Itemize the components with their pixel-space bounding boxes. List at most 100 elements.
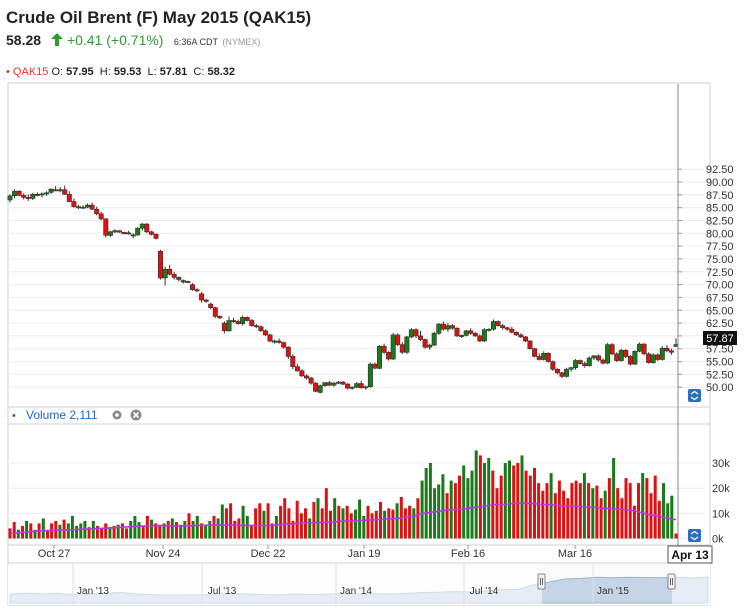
volume-bar — [249, 525, 253, 539]
candle — [445, 323, 451, 332]
date-tick-label: Feb 16 — [451, 548, 485, 560]
candle-body — [85, 204, 91, 208]
candle-body — [459, 335, 465, 337]
volume-bar — [582, 473, 586, 539]
candle — [486, 328, 492, 332]
scroll-price-button[interactable] — [688, 389, 701, 402]
candle-body — [121, 232, 127, 235]
candle-body — [372, 363, 378, 369]
price-tick-label: 90.00 — [706, 177, 734, 189]
candle-body — [139, 223, 145, 229]
volume-bar — [204, 524, 208, 539]
close-icon[interactable] — [130, 409, 142, 421]
gear-icon[interactable] — [112, 410, 122, 420]
volume-bar — [329, 510, 332, 539]
volume-bar — [574, 480, 578, 539]
price-tick-label: 72.50 — [706, 267, 734, 279]
candle — [646, 352, 652, 364]
candle-body — [199, 293, 205, 301]
candle-body — [468, 330, 474, 334]
navigator-tick-label: Jan '15 — [597, 586, 629, 597]
candle-body — [646, 353, 652, 363]
ohlc-symbol: QAK15 — [12, 66, 49, 78]
candle — [545, 352, 551, 363]
candle-body — [627, 356, 633, 365]
candle-body — [500, 325, 506, 329]
candle — [655, 353, 661, 361]
candle-body — [513, 331, 519, 336]
volume-bar — [116, 524, 120, 539]
candle — [609, 343, 615, 356]
volume-bar — [599, 498, 603, 539]
volume-bar — [458, 475, 461, 539]
price-tick-label: 52.50 — [706, 369, 734, 381]
candle-body — [153, 234, 159, 239]
candle — [541, 351, 547, 361]
candle — [7, 194, 13, 203]
volume-bar — [137, 522, 141, 539]
volume-bar — [537, 483, 541, 539]
candle-body — [12, 190, 18, 197]
quote-header: Crude Oil Brent (F) May 2015 (QAK15) 58.… — [0, 0, 756, 90]
volume-bar — [620, 498, 624, 539]
candle-body — [48, 188, 54, 193]
candle — [490, 319, 496, 331]
volume-bar — [349, 513, 353, 539]
candle — [89, 202, 95, 211]
price-tick-label: 55.00 — [706, 357, 734, 369]
volume-bar — [516, 463, 520, 539]
volume-bar — [258, 503, 262, 539]
candle — [495, 320, 501, 327]
navigator-unselected-mask-right — [672, 564, 710, 605]
quote-line: 58.28 +0.41 (+0.71%) 6:36A CDT (NYMEX) — [6, 32, 260, 51]
time-navigator[interactable]: Jan '13 Jul '13 Jan '14 Jul '14 Jan '15 — [8, 564, 710, 605]
candle — [85, 203, 91, 209]
candle-body — [408, 329, 414, 338]
candle-body — [659, 347, 665, 360]
volume-bar — [428, 463, 432, 539]
candle-body — [303, 375, 309, 379]
candle-body — [349, 386, 355, 389]
volume-bar — [75, 525, 79, 539]
volume-bar — [41, 518, 45, 539]
candle-body — [212, 307, 218, 317]
candle-body — [536, 356, 542, 360]
candle — [504, 326, 510, 331]
candle — [358, 381, 364, 389]
candle-body — [331, 382, 337, 386]
candle-body — [75, 206, 81, 209]
candle — [66, 191, 72, 203]
volume-bar — [603, 490, 607, 539]
scroll-volume-button[interactable] — [688, 529, 701, 542]
bullet-icon: • — [6, 66, 10, 78]
candle-body — [335, 381, 341, 384]
volume-bar — [312, 502, 316, 539]
candle-body — [167, 268, 173, 275]
volume-bar — [241, 505, 245, 539]
candle — [335, 381, 341, 385]
candle-body — [190, 284, 196, 291]
volume-bar — [224, 508, 228, 539]
candle — [427, 343, 433, 350]
candle-body — [614, 353, 620, 361]
candle — [618, 348, 624, 362]
volume-bar — [412, 508, 416, 539]
candle — [199, 291, 205, 303]
volume-bar — [145, 515, 149, 539]
candle — [472, 331, 478, 337]
navigator-left-handle[interactable] — [537, 573, 546, 590]
candle-body — [522, 336, 528, 342]
candle — [43, 191, 49, 196]
volume-bar — [624, 478, 628, 539]
volume-bar — [237, 518, 241, 539]
candle — [139, 223, 145, 231]
candle — [582, 361, 588, 368]
candle — [641, 343, 647, 356]
volume-bar — [557, 480, 561, 539]
candle-body — [664, 347, 670, 352]
crosshair-date-label: Apr 13 — [667, 545, 713, 564]
volume-bar — [420, 480, 424, 539]
navigator-right-handle[interactable] — [667, 573, 676, 590]
candle-body — [623, 349, 629, 357]
